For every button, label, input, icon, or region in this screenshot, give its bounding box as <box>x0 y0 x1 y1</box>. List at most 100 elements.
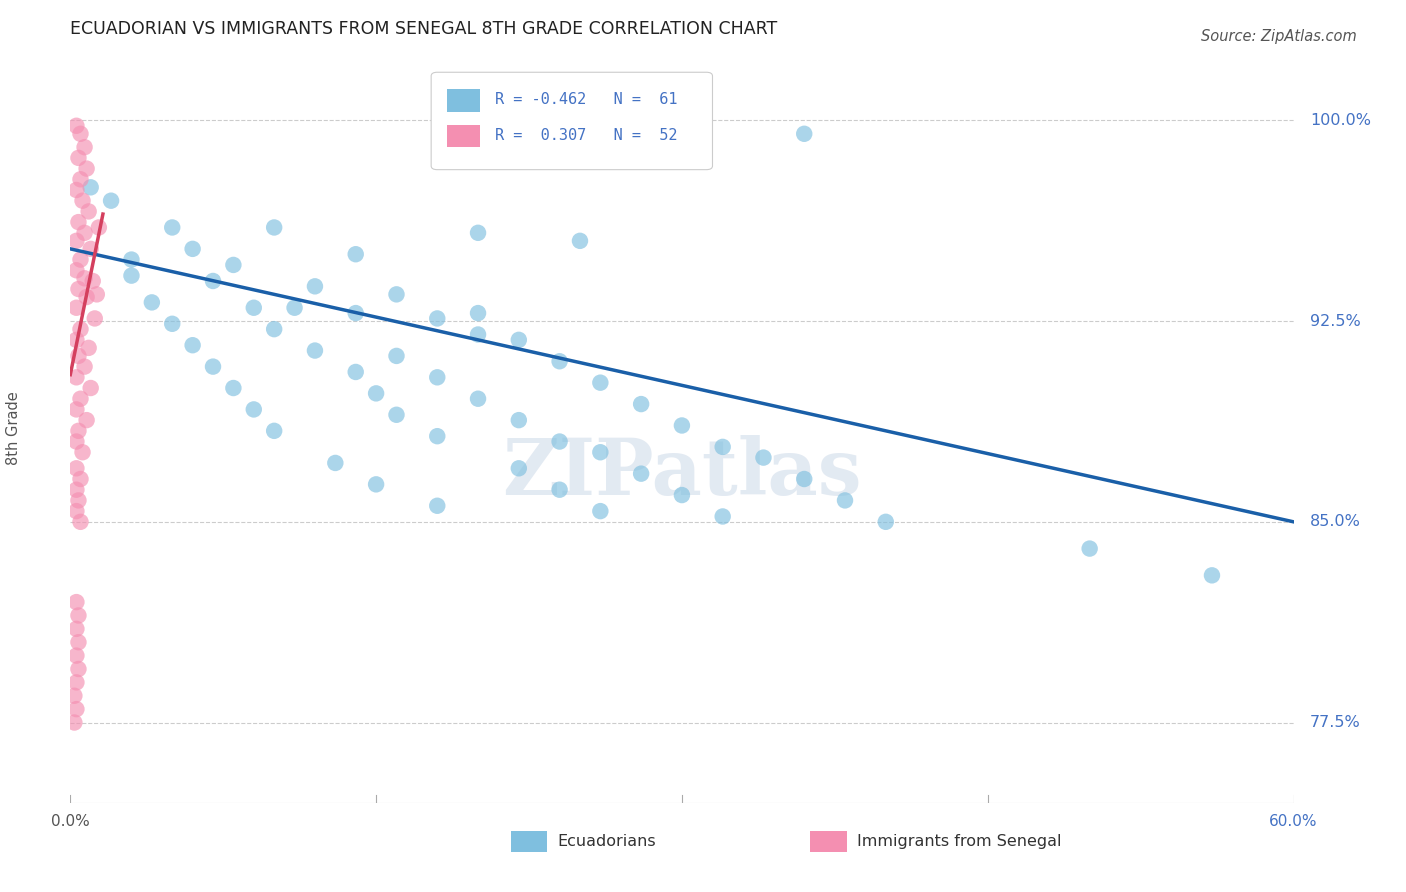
Point <box>344 306 367 320</box>
Point <box>630 467 652 481</box>
Point <box>73 359 96 374</box>
Point <box>65 183 87 197</box>
Text: 60.0%: 60.0% <box>1270 814 1317 829</box>
Point <box>141 295 163 310</box>
Point <box>79 242 103 256</box>
Point <box>508 461 530 475</box>
Point <box>121 268 143 283</box>
Point <box>69 392 91 406</box>
Point <box>568 234 592 248</box>
FancyBboxPatch shape <box>432 72 713 169</box>
Point <box>793 127 815 141</box>
Point <box>67 662 90 676</box>
Point <box>1078 541 1101 556</box>
Point <box>752 450 775 465</box>
Point <box>65 702 87 716</box>
Point <box>304 343 326 358</box>
Point <box>67 151 90 165</box>
Point <box>1201 568 1223 582</box>
Point <box>63 689 86 703</box>
Bar <box>447 89 479 112</box>
Text: Source: ZipAtlas.com: Source: ZipAtlas.com <box>1201 29 1357 44</box>
Point <box>67 349 90 363</box>
Point <box>65 595 87 609</box>
Point <box>79 180 103 194</box>
Point <box>65 402 87 417</box>
Point <box>366 386 388 401</box>
Point <box>69 515 91 529</box>
Point <box>73 140 96 154</box>
Bar <box>510 830 547 852</box>
Text: 85.0%: 85.0% <box>1310 515 1361 529</box>
Point <box>65 263 87 277</box>
Point <box>67 635 90 649</box>
Point <box>76 290 98 304</box>
Point <box>181 242 204 256</box>
Point <box>548 354 571 368</box>
Point <box>467 327 489 342</box>
Point <box>83 311 105 326</box>
Point <box>65 648 87 663</box>
Point <box>711 509 734 524</box>
Point <box>77 204 100 219</box>
Point <box>385 287 408 301</box>
Point <box>65 301 87 315</box>
Point <box>202 274 225 288</box>
Bar <box>810 830 846 852</box>
Point <box>875 515 897 529</box>
Point <box>263 424 285 438</box>
Point <box>467 392 489 406</box>
Text: 100.0%: 100.0% <box>1310 113 1371 128</box>
Point <box>69 127 91 141</box>
Point <box>86 287 108 301</box>
Point <box>344 365 367 379</box>
Point <box>67 424 90 438</box>
Point <box>467 226 489 240</box>
Point <box>366 477 388 491</box>
Point <box>426 311 449 326</box>
Point <box>162 220 183 235</box>
Point <box>548 434 571 449</box>
Point <box>467 306 489 320</box>
Point <box>202 359 225 374</box>
Point <box>67 608 90 623</box>
Point <box>426 429 449 443</box>
Point <box>711 440 734 454</box>
Point <box>73 226 96 240</box>
Point <box>548 483 571 497</box>
Point <box>72 194 94 208</box>
Point <box>63 715 86 730</box>
Point <box>77 341 100 355</box>
Point <box>508 413 530 427</box>
Point <box>65 234 87 248</box>
Text: 8th Grade: 8th Grade <box>6 392 21 465</box>
Point <box>243 402 266 417</box>
Text: 0.0%: 0.0% <box>51 814 90 829</box>
Point <box>162 317 183 331</box>
Point <box>69 472 91 486</box>
Point <box>589 445 612 459</box>
Text: ECUADORIAN VS IMMIGRANTS FROM SENEGAL 8TH GRADE CORRELATION CHART: ECUADORIAN VS IMMIGRANTS FROM SENEGAL 8T… <box>70 21 778 38</box>
Point <box>72 445 94 459</box>
Point <box>65 434 87 449</box>
Point <box>69 252 91 267</box>
Text: 77.5%: 77.5% <box>1310 715 1361 730</box>
Point <box>589 376 612 390</box>
Point <box>385 408 408 422</box>
Point <box>69 322 91 336</box>
Text: ZIPatlas: ZIPatlas <box>502 435 862 511</box>
Point <box>589 504 612 518</box>
Point <box>67 215 90 229</box>
Point <box>426 370 449 384</box>
Point <box>76 161 98 176</box>
Point <box>65 333 87 347</box>
Point <box>222 258 245 272</box>
Point <box>181 338 204 352</box>
Point <box>65 483 87 497</box>
Point <box>65 622 87 636</box>
Point <box>65 504 87 518</box>
Text: Ecuadorians: Ecuadorians <box>557 834 655 849</box>
Point <box>67 282 90 296</box>
Point <box>65 370 87 384</box>
Point <box>82 274 104 288</box>
